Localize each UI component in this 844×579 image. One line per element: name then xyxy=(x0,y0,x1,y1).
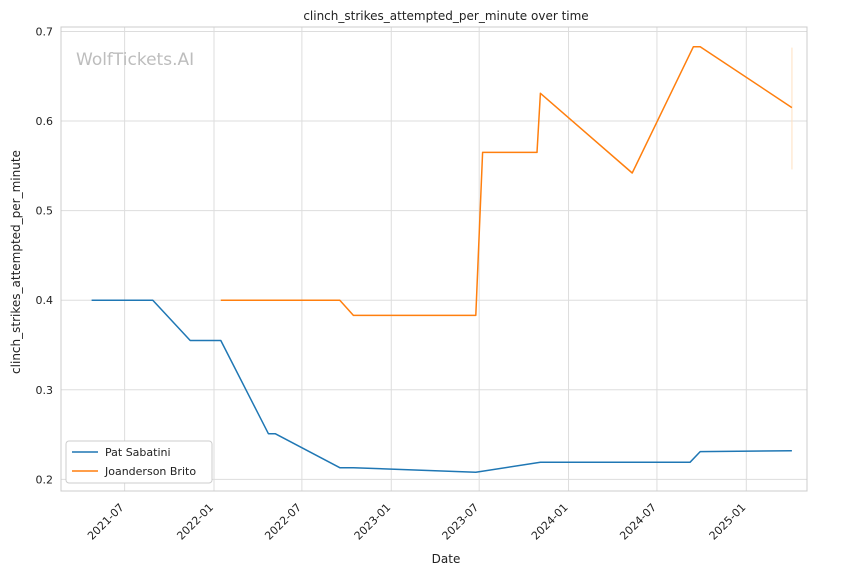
plot-frame xyxy=(60,26,808,492)
series-line-pat-sabatini xyxy=(91,299,792,473)
y-tick-label: 0.5 xyxy=(36,205,54,218)
y-tick-label: 0.3 xyxy=(36,384,54,397)
watermark-text: WolfTickets.AI xyxy=(76,50,194,70)
x-axis-label: Date xyxy=(432,552,461,566)
legend-frame xyxy=(65,440,213,484)
y-tick-label: 0.2 xyxy=(36,473,54,486)
y-tick-label: 0.4 xyxy=(36,294,54,307)
legend-label-joanderson-brito: Joanderson Brito xyxy=(104,465,196,478)
legend: Pat Sabatini Joanderson Brito xyxy=(65,440,213,484)
legend-label-pat-sabatini: Pat Sabatini xyxy=(105,446,171,459)
series-line-joanderson-brito xyxy=(220,45,793,317)
chart-title: clinch_strikes_attempted_per_minute over… xyxy=(303,9,588,23)
y-tick-label: 0.7 xyxy=(36,25,54,38)
y-axis-label: clinch_strikes_attempted_per_minute xyxy=(9,150,23,374)
series-layer xyxy=(91,45,793,473)
grid-layer xyxy=(61,27,807,491)
y-tick-label: 0.6 xyxy=(36,115,54,128)
